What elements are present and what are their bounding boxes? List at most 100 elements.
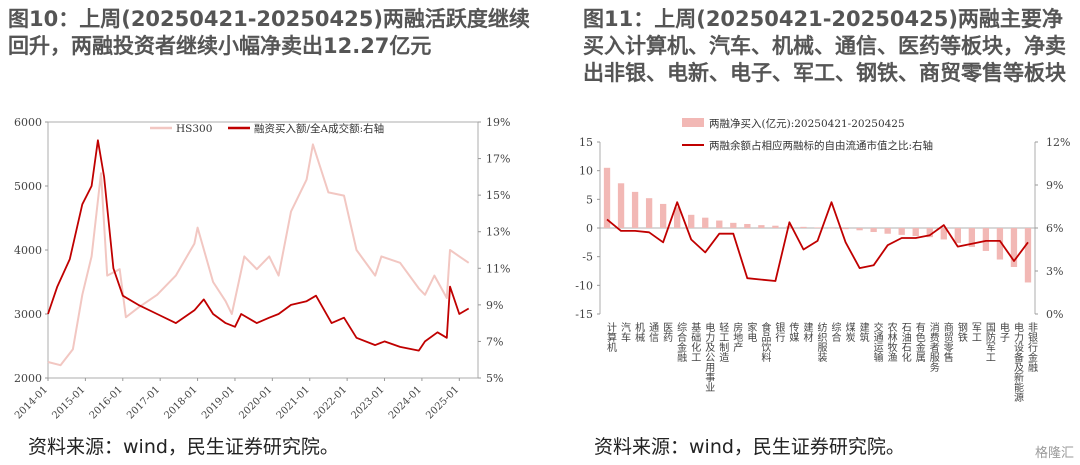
left-y2-tick-label: 11%	[486, 262, 510, 275]
left-y2-tick-label: 19%	[486, 116, 510, 129]
right-x-category-label: 钢铁	[955, 321, 967, 343]
right-y2-tick-label: 0%	[1046, 308, 1063, 321]
left-y-tick-label: 2000	[14, 372, 42, 385]
right-x-category-label: 银行	[773, 321, 785, 343]
right-x-category-label: 机械	[633, 321, 645, 343]
right-x-category-label: 汽车	[619, 321, 631, 343]
right-source-note: 资料来源：wind，民生证券研究院。	[594, 436, 905, 458]
net-buy-bar	[786, 226, 793, 228]
right-y-tick-label: -10	[575, 279, 593, 292]
net-buy-bar	[814, 227, 821, 229]
left-chart-title: 图10：上周(20250421-20250425)两融活跃度继续回升，两融投资者…	[8, 7, 530, 58]
net-buy-bar	[800, 226, 807, 228]
left-y-tick-label: 5000	[14, 180, 42, 193]
net-buy-bar	[758, 225, 765, 228]
right-x-category-label: 电力设备及新能源	[1011, 321, 1023, 403]
right-legend-bar-label: 两融净买入(亿元):20250421-20250425	[709, 117, 905, 130]
right-y2-tick-label: 12%	[1046, 136, 1070, 149]
left-legend-label: HS300	[176, 123, 212, 135]
left-y2-tick-label: 17%	[486, 153, 510, 166]
right-x-category-label: 综合	[829, 321, 841, 343]
net-buy-bar	[617, 183, 625, 228]
right-x-category-label: 交通运输	[871, 321, 883, 363]
net-buy-bar	[645, 198, 653, 228]
net-buy-bar	[772, 225, 779, 228]
net-buy-bar	[659, 203, 667, 228]
right-x-category-label: 商贸零售	[941, 321, 953, 363]
net-buy-bar	[856, 228, 863, 231]
right-x-category-label: 房地产	[731, 321, 743, 353]
right-x-category-label: 建筑	[857, 321, 869, 342]
left-y2-tick-label: 9%	[486, 299, 503, 312]
right-x-category-label: 农林牧渔	[885, 321, 897, 363]
net-buy-bar	[898, 228, 905, 235]
right-x-category-label: 有色金属	[913, 321, 925, 363]
right-x-category-label: 纺织服装	[815, 321, 827, 363]
right-y-tick-label: 0	[586, 222, 593, 235]
right-y2-tick-label: 6%	[1046, 222, 1063, 235]
right-y-tick-label: -5	[582, 251, 593, 264]
right-x-category-label: 通信	[647, 322, 659, 343]
right-x-category-label: 石油石化	[899, 322, 911, 362]
net-buy-bar	[996, 228, 1004, 260]
right-chart-title: 图11：上周(20250421-20250425)两融主要净买入计算机、汽车、机…	[583, 7, 1066, 85]
right-x-category-label: 计算机	[605, 321, 617, 353]
right-x-category-label: 医药	[661, 322, 673, 343]
left-y2-tick-label: 5%	[486, 372, 503, 385]
net-buy-bar	[884, 228, 891, 234]
left-y-tick-label: 3000	[14, 308, 42, 321]
right-y-tick-label: 10	[579, 165, 593, 178]
hs300-line	[47, 143, 470, 367]
right-y2-tick-label: 3%	[1046, 265, 1063, 278]
right-y-tick-label: 5	[586, 193, 593, 206]
left-legend-label: 融资买入额/全A成交额:右轴	[254, 122, 384, 135]
right-legend-bar-swatch	[682, 118, 704, 127]
right-x-category-label: 食品饮料	[759, 321, 771, 363]
net-buy-bar	[730, 222, 737, 228]
right-x-category-label: 传媒	[787, 322, 799, 343]
net-buy-bar	[631, 191, 639, 228]
right-y-tick-label: 15	[579, 136, 593, 149]
right-y-tick-label: -15	[575, 308, 593, 321]
right-x-category-label: 电力及公用事业	[703, 321, 715, 392]
net-buy-bar	[1024, 228, 1032, 283]
right-x-category-label: 家电	[745, 321, 757, 342]
net-buy-bar	[842, 228, 849, 230]
right-x-category-label: 轻工制造	[717, 321, 729, 362]
net-buy-bar	[702, 217, 709, 228]
net-buy-bar	[870, 228, 877, 233]
net-buy-bar	[688, 214, 695, 228]
margin-buy-ratio-line	[47, 139, 470, 352]
right-x-category-label: 建材	[801, 321, 813, 342]
left-y2-tick-label: 15%	[486, 189, 510, 202]
right-x-category-label: 综合金融	[675, 321, 687, 363]
net-buy-bar	[744, 223, 751, 228]
net-buy-bar	[982, 228, 990, 251]
right-x-category-label: 国防军工	[983, 322, 995, 362]
net-buy-bar	[912, 228, 919, 237]
right-y2-tick-label: 9%	[1046, 179, 1063, 192]
right-x-category-label: 煤炭	[843, 321, 855, 343]
net-buy-bar	[926, 228, 933, 238]
watermark-text: 格隆汇	[1034, 446, 1074, 461]
right-x-category-label: 非银行金融	[1025, 322, 1037, 373]
left-y-tick-label: 4000	[14, 244, 42, 257]
right-x-category-label: 基础化工	[689, 321, 701, 362]
left-y2-tick-label: 13%	[486, 226, 510, 239]
net-buy-bar	[716, 220, 723, 228]
net-buy-bar	[954, 228, 961, 243]
right-legend-line-label: 两融余额占相应两融标的自由流通市值之比:右轴	[709, 139, 933, 152]
net-buy-bar	[940, 228, 947, 240]
left-source-note: 资料来源：wind，民生证券研究院。	[28, 436, 339, 458]
left-y2-tick-label: 7%	[486, 335, 503, 348]
left-y-tick-label: 6000	[14, 116, 42, 129]
net-buy-bar	[603, 167, 611, 228]
right-x-category-label: 电子	[997, 321, 1009, 342]
net-buy-bar	[674, 207, 681, 228]
net-buy-bar	[828, 228, 835, 229]
net-buy-bar	[968, 228, 976, 247]
right-x-category-label: 军工	[969, 322, 981, 342]
net-buy-bar	[1010, 228, 1018, 267]
